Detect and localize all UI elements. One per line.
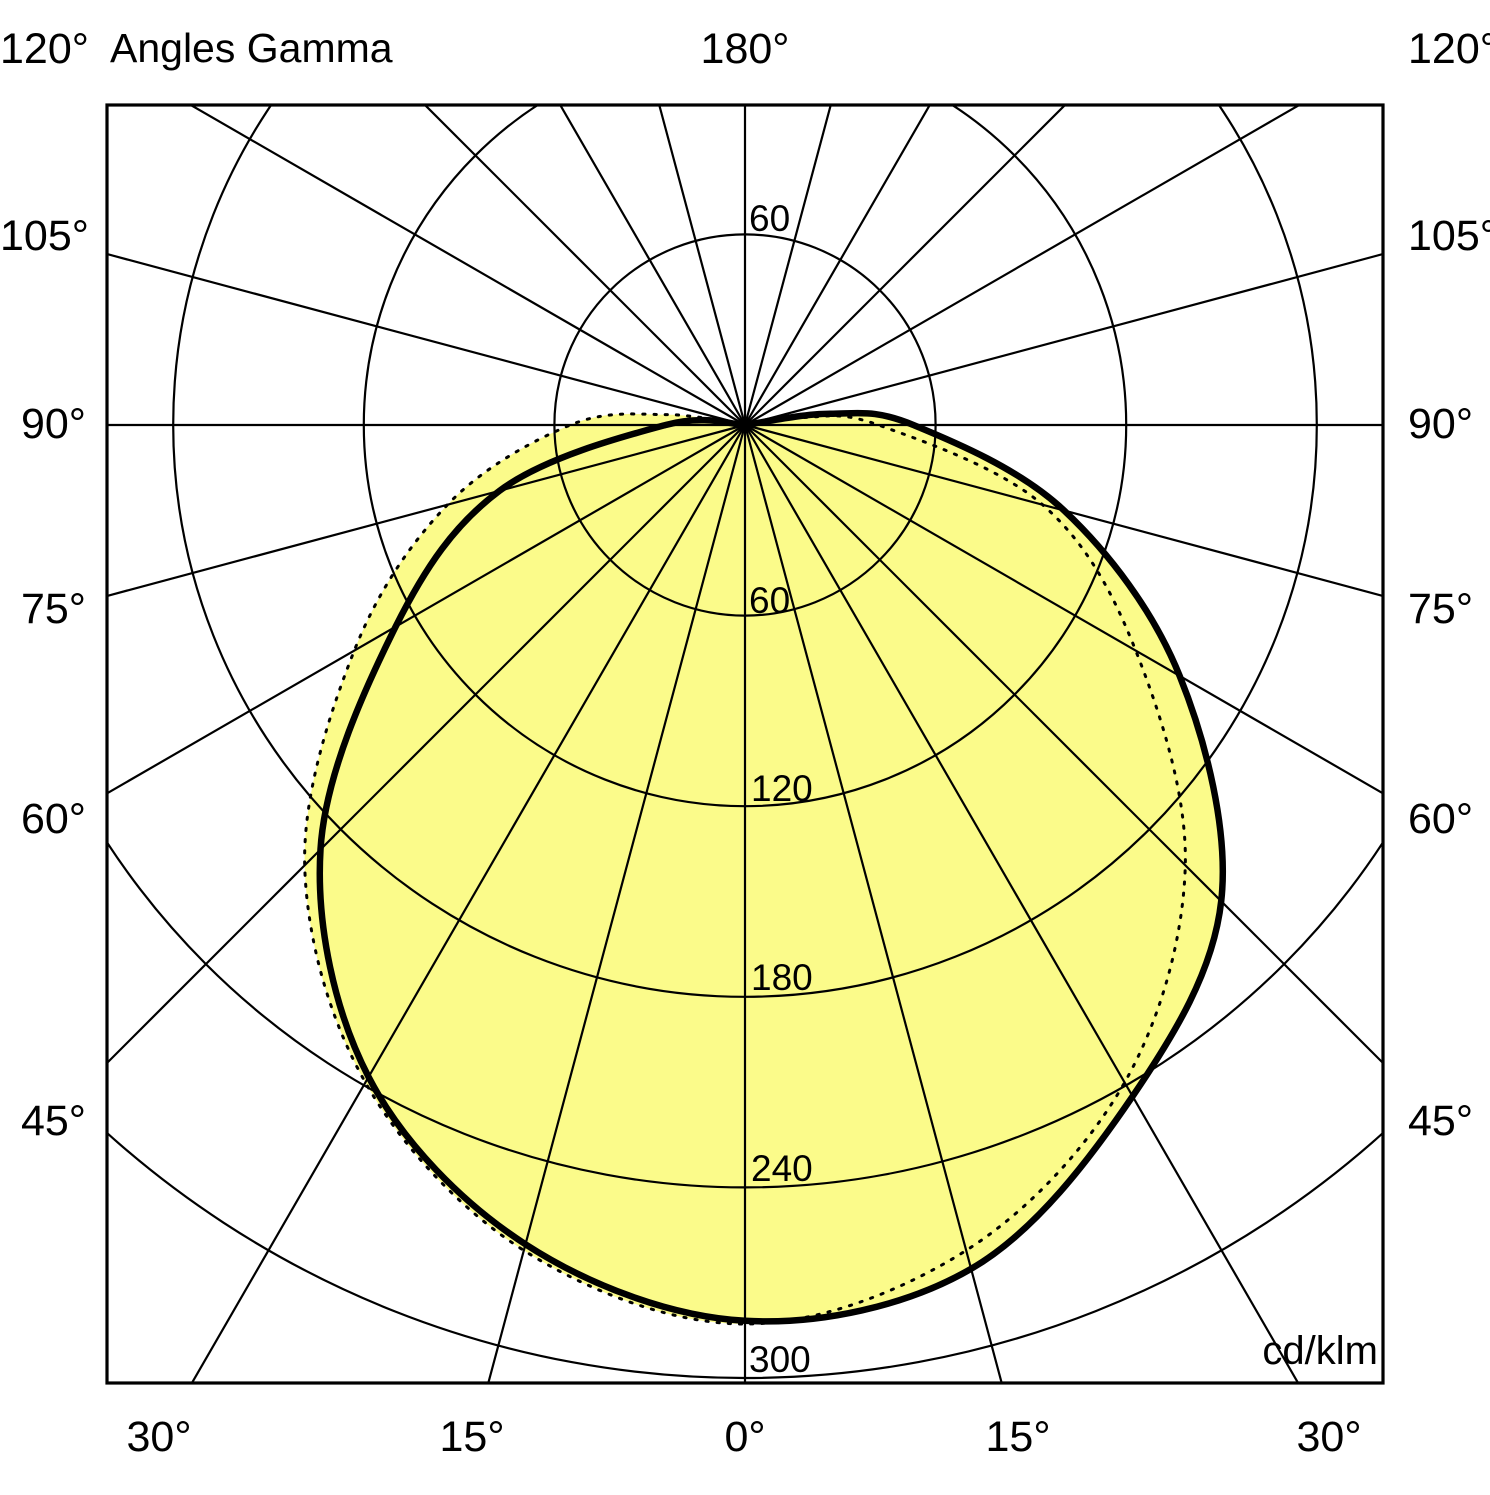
angle-label-bottom-15R: 15° (985, 1413, 1051, 1461)
unit-label: cd/klm (1262, 1329, 1378, 1373)
polar-grid-ray (107, 423, 746, 598)
polar-grid-ray (107, 424, 746, 795)
plot-frame (105, 103, 1385, 1385)
polar-grid-ray (190, 424, 746, 1383)
angle-label-right-105: 105° (1408, 212, 1490, 260)
angle-label-left-60: 60° (20, 795, 86, 843)
radial-tick-label: 60 (749, 198, 790, 239)
polar-grid-ray (744, 105, 1302, 426)
angle-label-top-left: 120° (0, 25, 89, 73)
polar-grid-ray (743, 105, 832, 426)
angle-label-right-90: 90° (1408, 400, 1474, 448)
angle-label-left-75: 75° (20, 585, 86, 633)
radial-tick-label: 120 (751, 768, 813, 809)
polar-grid-ray (744, 423, 1383, 598)
polar-grid-ray (487, 424, 747, 1383)
dotted-plane-curve (303, 412, 1187, 1326)
polar-grid-ray (744, 105, 1067, 426)
radial-tick-label: 240 (751, 1148, 813, 1189)
radial-tick-label: 180 (751, 957, 813, 998)
polar-grid-ray (744, 105, 932, 426)
angle-label-left-45: 45° (20, 1097, 86, 1145)
polar-grid-ray (743, 424, 1003, 1383)
polar-grid-ray (423, 105, 746, 426)
angle-label-right-60: 60° (1408, 795, 1474, 843)
light-distribution-fill (319, 413, 1223, 1322)
polar-grid-ray (744, 424, 1300, 1383)
polar-grid-ray (107, 252, 746, 427)
polar-grid-ray (188, 105, 746, 426)
angle-label-top-right: 120° (1408, 25, 1490, 73)
polar-grid-ray (558, 105, 746, 426)
polar-grid-ray (744, 424, 1383, 1065)
angle-label-bottom-15L: 15° (439, 1413, 505, 1461)
angle-label-180: 180° (700, 25, 790, 73)
angle-label-right-45: 45° (1408, 1097, 1474, 1145)
radial-tick-label: 300 (749, 1339, 811, 1380)
radial-tick-label: 60 (749, 580, 790, 621)
solid-plane-curve (316, 409, 1227, 1325)
polar-grid-ray (658, 105, 747, 426)
angle-label-bottom-30L: 30° (126, 1413, 192, 1461)
polar-grid-ray (744, 252, 1383, 427)
angle-label-left-90: 90° (20, 400, 86, 448)
polar-grid-ray (744, 424, 1383, 795)
angle-label-bottom-0: 0° (724, 1413, 766, 1461)
polar-grid-ray (107, 424, 746, 1065)
angle-label-bottom-30R: 30° (1296, 1413, 1362, 1461)
angle-label-left-105: 105° (0, 212, 89, 260)
chart-title: Angles Gamma (110, 25, 393, 71)
angle-label-right-75: 75° (1408, 585, 1474, 633)
